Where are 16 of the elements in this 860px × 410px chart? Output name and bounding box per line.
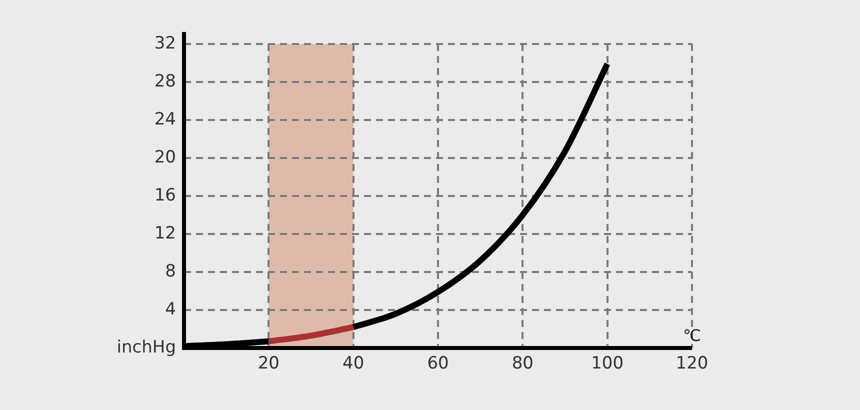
y-tick-label: 16 bbox=[154, 185, 176, 206]
y-tick-label: 24 bbox=[154, 109, 176, 130]
y-tick-label: 8 bbox=[165, 261, 176, 282]
y-tick-label: 20 bbox=[154, 147, 176, 168]
x-tick-label: 40 bbox=[342, 354, 364, 374]
x-tick-label: 60 bbox=[427, 354, 449, 374]
y-tick-label: inchHg bbox=[116, 337, 176, 358]
y-tick-label: 32 bbox=[154, 33, 176, 54]
x-tick-label: 20 bbox=[258, 354, 280, 374]
y-tick-label: 28 bbox=[154, 71, 176, 92]
x-tick-label: 80 bbox=[512, 354, 534, 374]
x-tick-label: 120 bbox=[676, 354, 708, 374]
y-tick-label: 4 bbox=[165, 299, 176, 320]
x-axis-title: ℃ bbox=[683, 326, 701, 346]
x-tick-label: 100 bbox=[591, 354, 624, 374]
y-tick-label: 12 bbox=[154, 223, 176, 244]
